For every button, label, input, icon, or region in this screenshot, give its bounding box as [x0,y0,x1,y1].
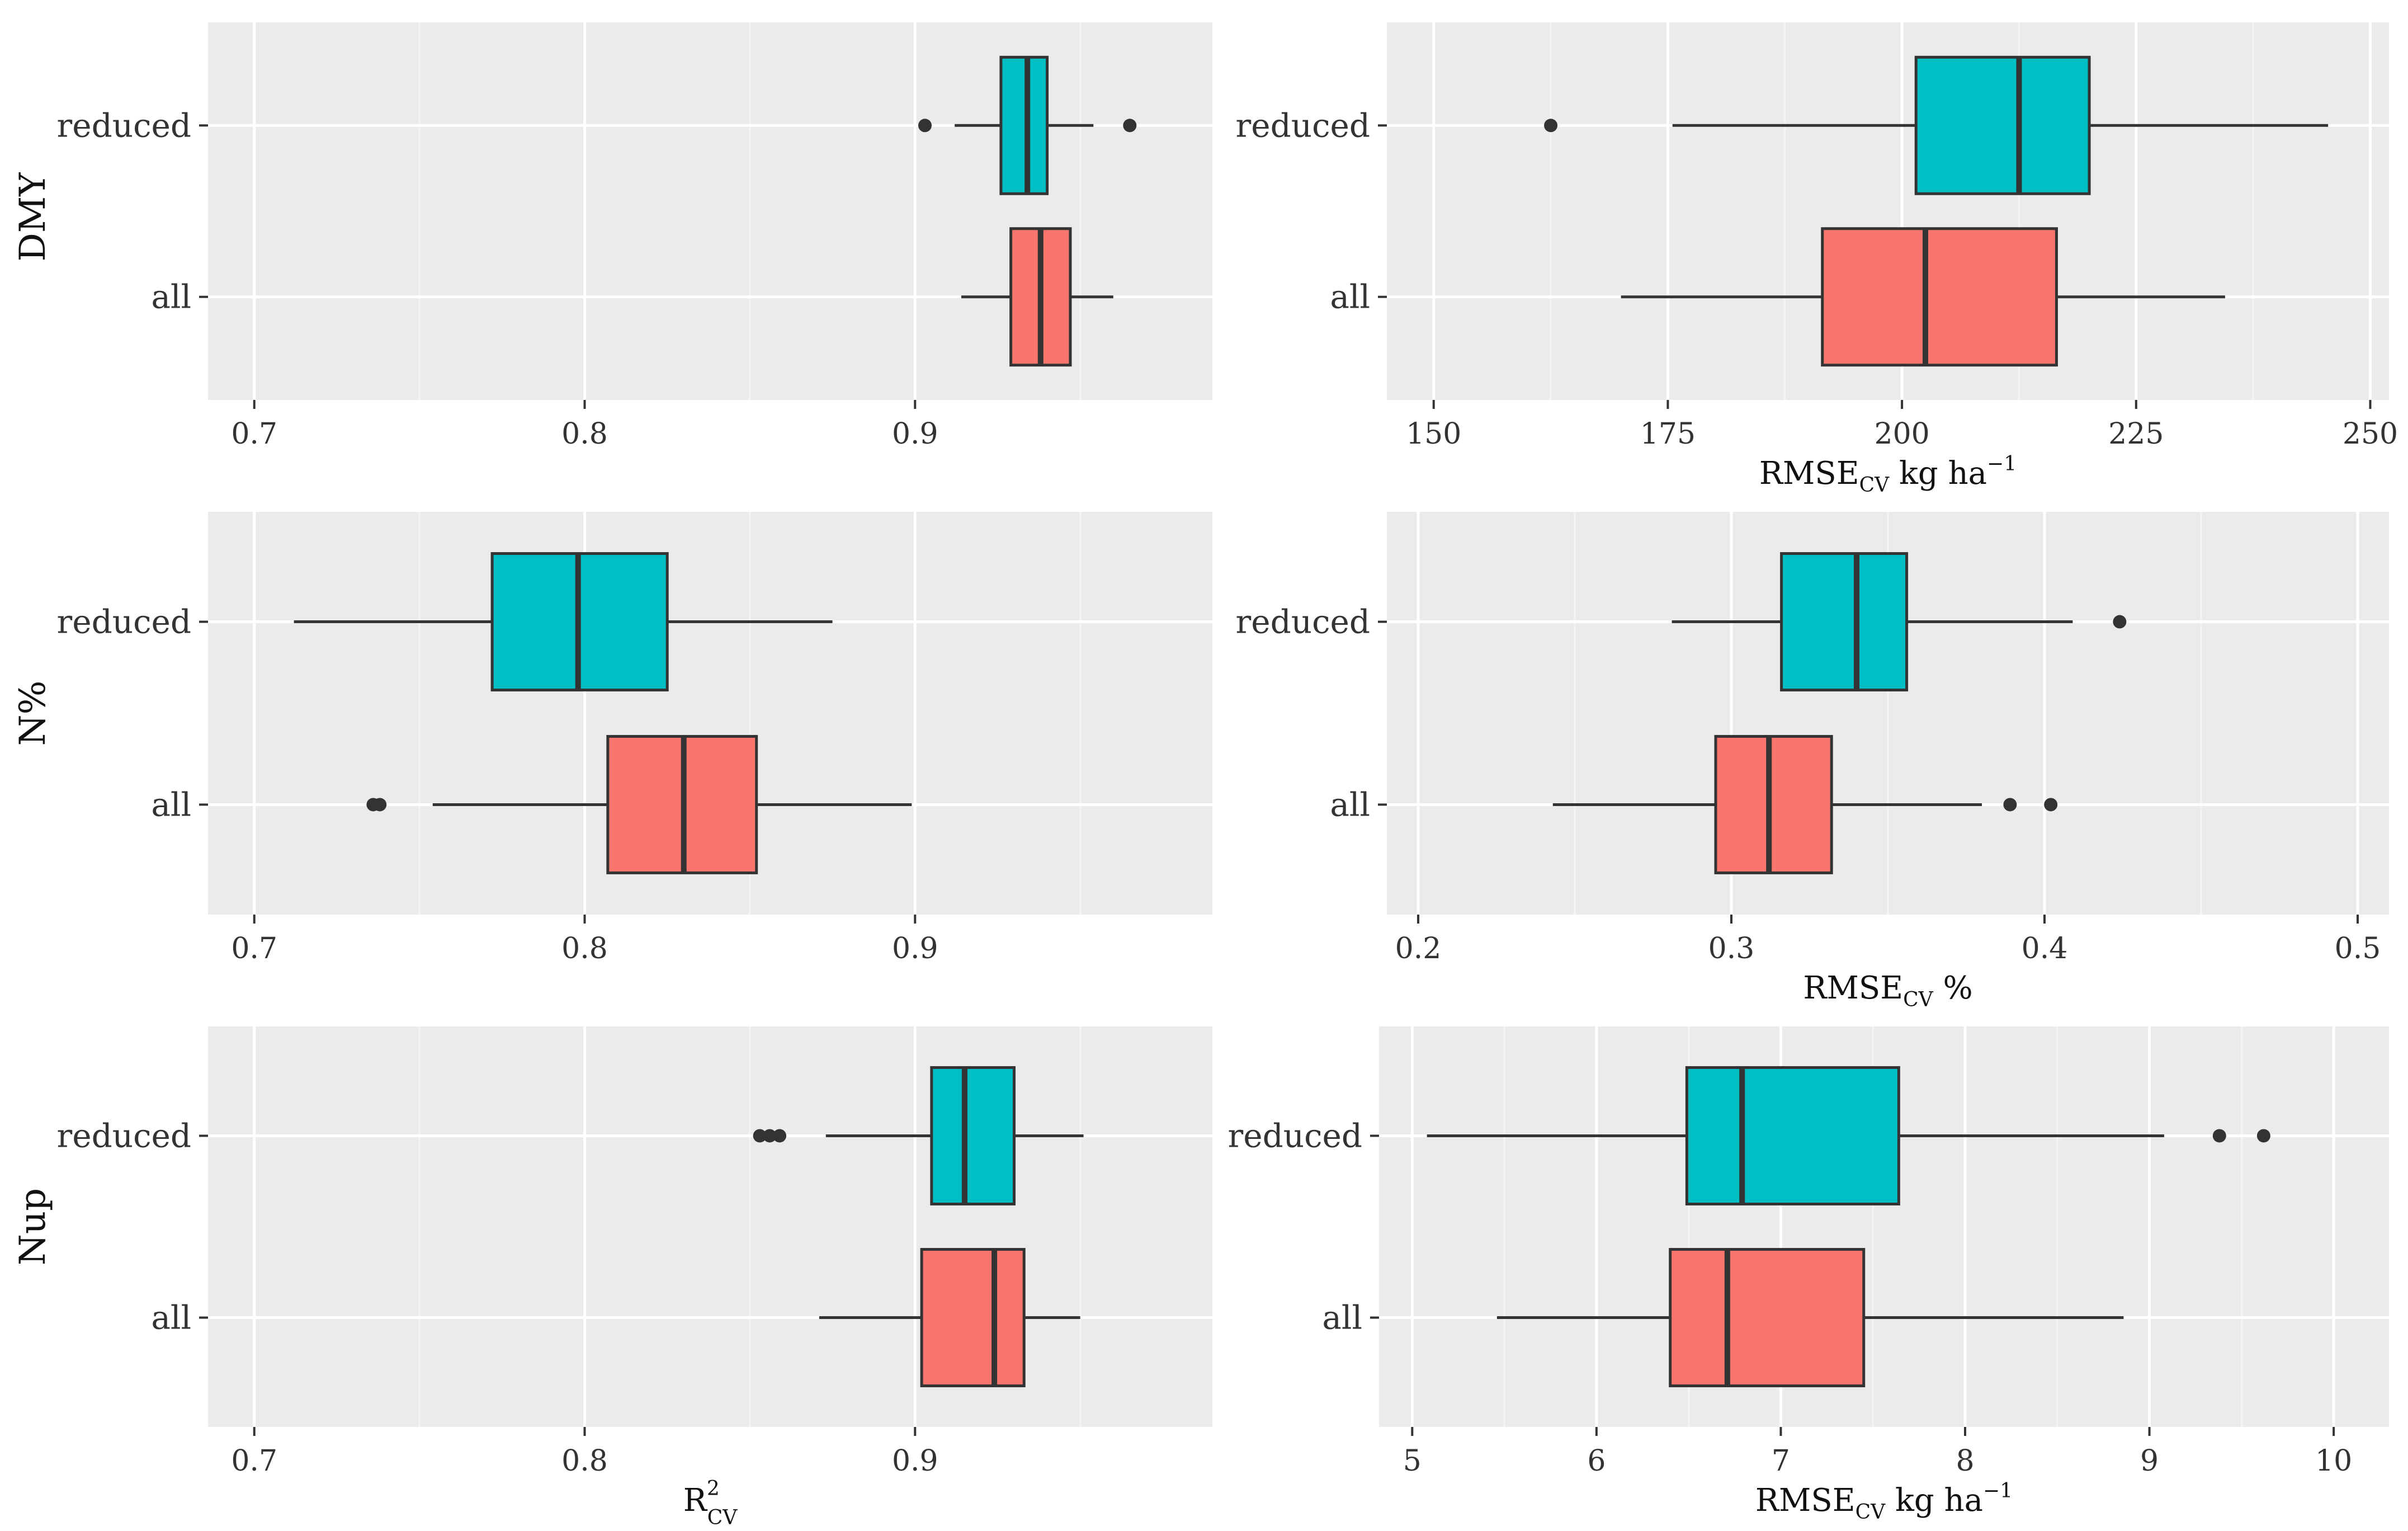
axis-title-unit: kg ha [1885,1482,1983,1519]
x-tick-label: 6 [1587,1444,1606,1478]
box-iqr [930,1066,1016,1205]
x-tick-label: 9 [2140,1444,2159,1478]
x-tick-label: 0.8 [561,417,608,451]
x-tick-label: 150 [1406,417,1461,451]
axis-title-unit: % [1933,970,1973,1006]
x-tick-label: 0.7 [231,932,277,965]
x-tick-label: 0.7 [231,417,277,451]
x-tick-label: 175 [1640,417,1696,451]
x-axis-title: RMSECV % [1803,970,1972,1011]
box-iqr [1780,552,1909,692]
category-label: reduced [1228,1117,1362,1155]
x-axis-title: RMSECV kg ha−1 [1755,1480,2013,1524]
panel: 0.7 0.8 0.9 reduced all R2 CV [57,1026,1212,1529]
outlier-point [1123,119,1137,133]
row-label: N% [12,681,54,746]
axis-title-main: RMSE [1803,970,1903,1006]
box-all [819,1248,1080,1388]
x-tick-label: 0.9 [892,1444,938,1478]
box-iqr [920,1248,1026,1388]
category-label: all [1330,785,1370,823]
outlier-point [373,798,387,812]
panel: 150 175 200 225 250 reduced all RMSECV kg ha−1 [1236,22,2398,497]
axis-title-sup: −1 [1987,453,2017,475]
category-label: all [1330,278,1370,316]
outlier-point [2212,1129,2226,1143]
box-iqr [1821,227,2058,367]
box-reduced [294,552,833,692]
axis-title-sup: −1 [1983,1480,2013,1502]
x-tick-label: 200 [1874,417,1929,451]
x-tick-label: 0.5 [2335,932,2381,965]
box-iqr [999,55,1049,195]
outlier-point [918,119,932,133]
panel: 5 6 7 8 9 10 reduced all RMSECV kg ha−1 [1228,1026,2389,1524]
box-iqr [1685,1066,1900,1205]
outlier-point [763,1129,777,1143]
outlier-point [1544,119,1558,133]
category-label: reduced [57,1117,191,1155]
panel: 0.7 0.8 0.9 reduced all [57,512,1212,965]
axis-title-sup: 2 [707,1477,720,1500]
x-tick-label: 0.9 [892,417,938,451]
x-tick-label: 225 [2108,417,2164,451]
x-tick-label: 10 [2315,1444,2352,1478]
category-label: reduced [1236,106,1370,144]
x-tick-label: 0.2 [1395,932,1442,965]
box-iqr [1669,1248,1866,1388]
category-label: reduced [57,603,191,641]
box-reduced [918,55,1137,195]
x-axis-title: R2 CV [683,1477,738,1528]
category-label: all [1322,1299,1362,1337]
category-label: all [151,278,191,316]
outlier-point [2113,615,2127,629]
x-tick-label: 5 [1403,1444,1422,1478]
panel: 0.7 0.8 0.9 reduced all [57,22,1212,451]
axis-title-sub: CV [707,1506,738,1528]
category-label: all [151,1299,191,1337]
x-tick-label: 0.8 [561,1444,608,1478]
outlier-point [2003,798,2017,812]
outlier-point [773,1129,787,1143]
axis-title-sub: CV [1855,1501,1886,1524]
axis-title-unit: kg ha [1889,455,1987,492]
box-all [961,227,1113,367]
outlier-point [2256,1129,2270,1143]
category-label: reduced [57,106,191,144]
box-reduced [1544,55,2329,195]
x-tick-label: 0.4 [2022,932,2068,965]
box-reduced [1672,552,2127,692]
category-label: all [151,785,191,823]
x-tick-label: 0.3 [1708,932,1755,965]
box-all [1621,227,2225,367]
outlier-point [753,1129,767,1143]
x-axis-title: RMSECV kg ha−1 [1759,453,2017,497]
box-all [366,734,912,874]
box-iqr [1714,734,1833,874]
axis-title-sub: CV [1859,474,1890,497]
axis-title-sub: CV [1903,988,1934,1011]
x-tick-label: 0.7 [231,1444,277,1478]
category-label: reduced [1236,603,1370,641]
x-tick-label: 7 [1772,1444,1790,1478]
box-reduced [1427,1066,2270,1205]
x-tick-label: 8 [1956,1444,1974,1478]
x-tick-label: 250 [2343,417,2398,451]
x-tick-label: 0.8 [561,932,608,965]
row-label: Nup [12,1188,54,1265]
axis-title-main: RMSE [1755,1482,1855,1519]
row-label: DMY [12,172,54,262]
box-all [1496,1248,2124,1388]
panel-background [208,1026,1212,1427]
box-all [1552,734,2058,874]
box-iqr [1914,55,2091,195]
panel: 0.2 0.3 0.4 0.5 reduced all RMSECV % [1236,512,2389,1011]
axis-title-main: R [683,1482,708,1519]
box-reduced [753,1066,1084,1205]
x-tick-label: 0.9 [892,932,938,965]
outlier-point [2044,798,2058,812]
axis-title-main: RMSE [1759,455,1859,492]
